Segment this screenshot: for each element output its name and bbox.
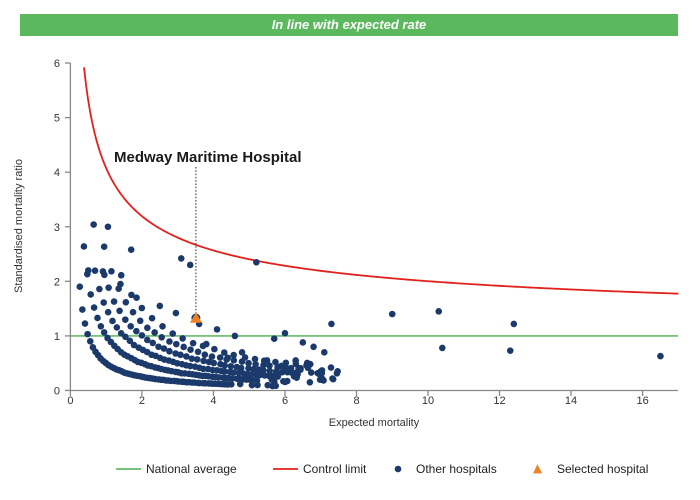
svg-text:4: 4 xyxy=(54,167,60,179)
svg-text:Standardised mortality ratio: Standardised mortality ratio xyxy=(13,159,25,293)
svg-text:Expected mortality: Expected mortality xyxy=(329,417,420,429)
svg-text:Medway Maritime Hospital: Medway Maritime Hospital xyxy=(114,149,302,166)
svg-text:12: 12 xyxy=(493,395,505,407)
svg-text:6: 6 xyxy=(54,58,60,70)
svg-text:0: 0 xyxy=(54,386,60,398)
svg-text:0: 0 xyxy=(67,395,73,407)
svg-text:2: 2 xyxy=(54,276,60,288)
svg-text:National average: National average xyxy=(146,462,237,476)
svg-text:6: 6 xyxy=(282,395,288,407)
svg-text:1: 1 xyxy=(54,331,60,343)
svg-text:16: 16 xyxy=(636,395,648,407)
svg-text:4: 4 xyxy=(210,395,216,407)
svg-text:10: 10 xyxy=(422,395,434,407)
svg-text:14: 14 xyxy=(565,395,577,407)
svg-text:Selected hospital: Selected hospital xyxy=(557,462,648,476)
svg-text:Other hospitals: Other hospitals xyxy=(416,462,497,476)
svg-text:3: 3 xyxy=(54,222,60,234)
svg-text:5: 5 xyxy=(54,113,60,125)
svg-text:Control limit: Control limit xyxy=(303,462,367,476)
svg-text:2: 2 xyxy=(139,395,145,407)
svg-text:8: 8 xyxy=(353,395,359,407)
